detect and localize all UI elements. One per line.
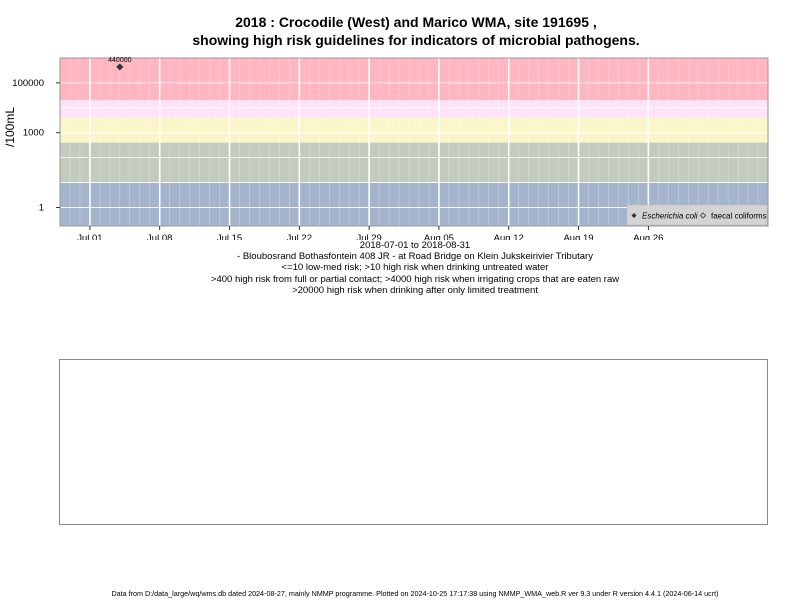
y-tick-label: 100000: [12, 78, 44, 89]
empty-plot-panel: [59, 359, 768, 525]
data-label: 440000: [108, 57, 131, 64]
data-point: [116, 63, 124, 71]
legend: Escherichia coli faecal coliforms: [626, 204, 768, 226]
risk-band-3: [60, 142, 768, 183]
y-tick-label: 1: [39, 202, 44, 213]
x-tick-label: Aug 26: [633, 233, 663, 240]
chart-title-line-2: showing high risk guidelines for indicat…: [192, 32, 640, 48]
x-tick-label: Aug 05: [424, 233, 454, 240]
caption-guideline-3: >20000 high risk when drinking after onl…: [292, 284, 538, 296]
legend-faecal-label: faecal coliforms: [711, 212, 767, 221]
caption-guideline-1: <=10 low-med risk; >10 high risk when dr…: [281, 262, 549, 274]
chart-captions: 2018-07-01 to 2018-08-31 - Bloubosrand B…: [0, 240, 800, 296]
x-tick-label: Jul 01: [77, 233, 102, 240]
x-tick-label: Aug 12: [494, 233, 524, 240]
legend-faecal-marker: [699, 212, 707, 219]
x-tick-label: Jul 22: [287, 233, 312, 240]
x-tick-label: Jul 15: [217, 233, 242, 240]
x-tick-label: Jul 29: [356, 233, 381, 240]
x-axis: Jul 01 Jul 08 Jul 15 Jul 22 Jul 29 Aug 05 Aug …: [77, 226, 663, 240]
risk-band-0: [60, 58, 768, 101]
legend-ecoli-label: Escherichia coli: [642, 212, 698, 221]
caption-site: - Bloubosrand Bothasfontein 408 JR - at …: [237, 251, 593, 263]
data-points: 440000: [108, 57, 132, 71]
footer-note: Data from D:/data_large/wq/wms.db dated …: [111, 589, 719, 598]
chart-title-line-1: 2018 : Crocodile (West) and Marico WMA, …: [235, 14, 597, 30]
x-tick-label: Jul 08: [147, 233, 172, 240]
y-axis: 1 1000 100000: [12, 78, 60, 213]
risk-band-2: [60, 117, 768, 143]
risk-band-1: [60, 100, 768, 118]
plot-frame: [59, 57, 769, 227]
x-tick-label: Aug 19: [563, 233, 593, 240]
chart-title: 2018 : Crocodile (West) and Marico WMA, …: [0, 13, 800, 49]
caption-date-range: 2018-07-01 to 2018-08-31: [359, 240, 471, 251]
legend-ecoli-marker: [631, 213, 637, 218]
caption-guideline-2: >400 high risk from full or partial cont…: [210, 273, 620, 285]
y-tick-label: 1000: [23, 128, 44, 139]
y-axis-label: /100mL: [3, 107, 17, 147]
legend-box: [626, 204, 768, 226]
risk-bands: [60, 58, 768, 226]
